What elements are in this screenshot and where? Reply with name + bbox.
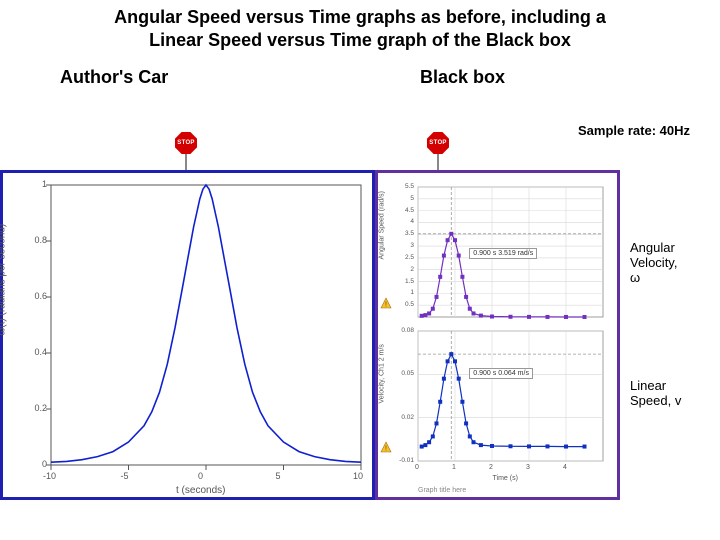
- title-line-2: Linear Speed versus Time graph of the Bl…: [149, 30, 571, 50]
- panel-headers: Author's Car Black box: [0, 53, 720, 92]
- graph-footer: Graph title here: [418, 487, 466, 494]
- sample-rate-label: Sample rate: 40Hz: [578, 123, 690, 138]
- stop-sign-icon: STOP: [175, 132, 197, 154]
- chart-panels: -10-5051000.20.40.60.81t (seconds)ω(t) (…: [0, 170, 720, 510]
- stop-sign-icon: STOP: [427, 132, 449, 154]
- warning-icon: !: [380, 297, 392, 309]
- right-chart-panel: 0.511.522.533.544.555.5Angular Speed (ra…: [375, 170, 620, 500]
- warning-icon: !: [380, 441, 392, 453]
- data-callout: 0.900 s 3.519 rad/s: [469, 248, 537, 259]
- svg-text:!: !: [385, 302, 387, 309]
- stop-sign-left: STOP: [175, 132, 197, 172]
- header-left: Author's Car: [0, 67, 360, 88]
- slide-title: Angular Speed versus Time graphs as befo…: [0, 0, 720, 53]
- y-axis-label: ω(t) (radians per second): [0, 326, 8, 336]
- stop-sign-right: STOP: [427, 132, 449, 172]
- data-callout: 0.900 s 0.064 m/s: [469, 368, 533, 379]
- header-right: Black box: [360, 67, 720, 88]
- title-line-1: Angular Speed versus Time graphs as befo…: [114, 7, 606, 27]
- left-chart-panel: -10-5051000.20.40.60.81t (seconds)ω(t) (…: [0, 170, 375, 500]
- svg-text:!: !: [385, 446, 387, 453]
